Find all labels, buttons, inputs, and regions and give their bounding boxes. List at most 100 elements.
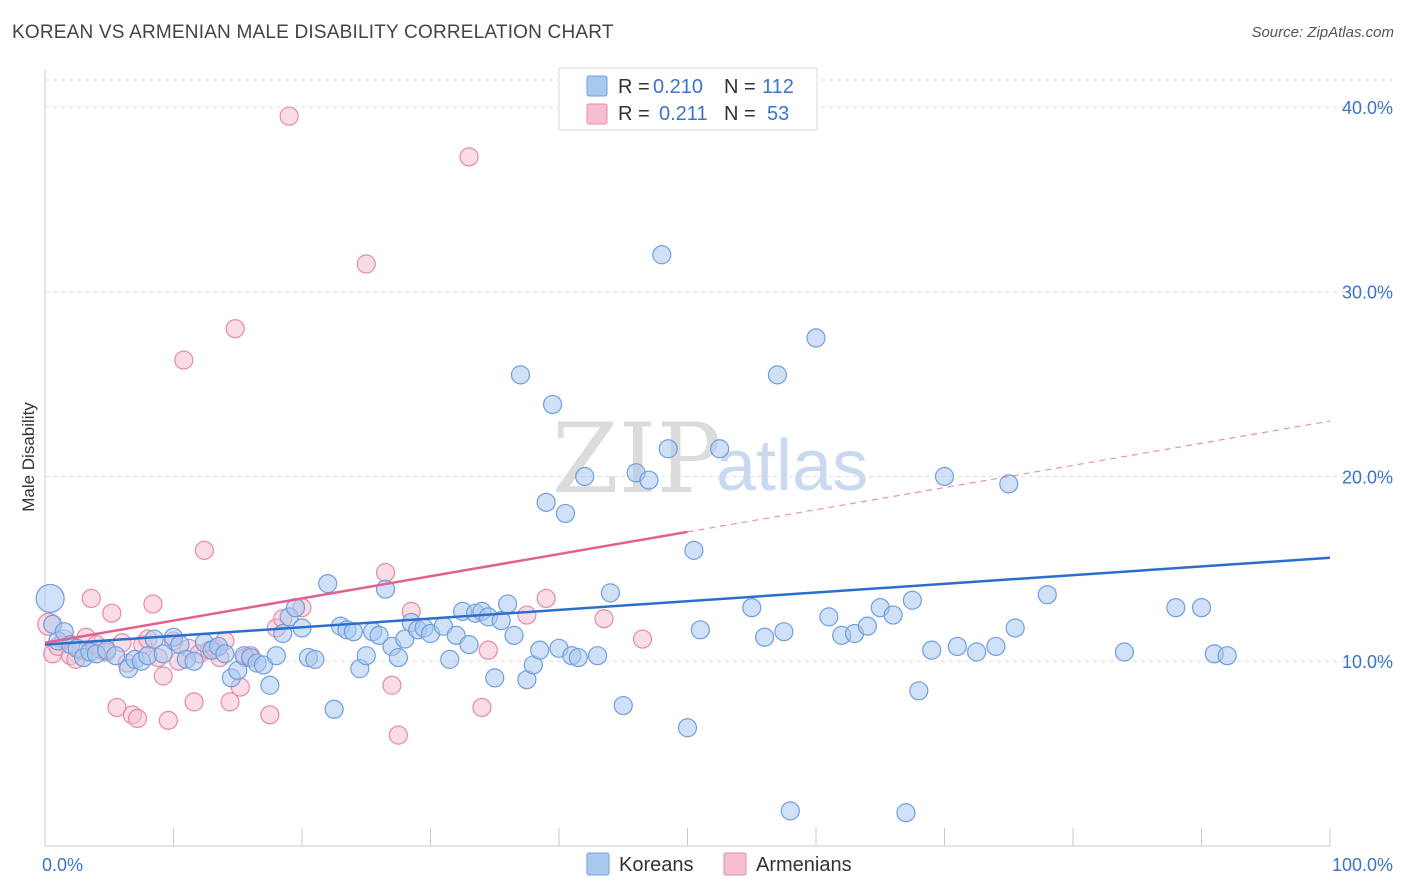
korean-point (986, 636, 1006, 657)
korean-point (967, 642, 987, 662)
armenian-n-label: N = (724, 103, 756, 125)
korean-point (1217, 646, 1237, 666)
korean-point (388, 647, 408, 668)
armenian-point (220, 692, 240, 712)
korean-point (780, 801, 800, 821)
x-tick-label-min: 0.0% (42, 855, 83, 875)
armenian-point (260, 705, 280, 725)
korean-point (819, 607, 839, 627)
korean-point (459, 635, 479, 655)
korean-point (1166, 598, 1186, 618)
armenian-trend-extension (687, 420, 1331, 533)
korean-point (446, 625, 466, 645)
legend-armenian-swatch (723, 852, 747, 876)
legend-armenian-label: Armenians (756, 854, 852, 876)
korean-point (555, 503, 576, 524)
korean-point (883, 605, 903, 625)
korean-point (754, 627, 775, 647)
korean-point (35, 583, 65, 614)
korean-point (857, 616, 878, 636)
korean-r-value: 0.210 (653, 76, 703, 98)
grid-lines (45, 79, 1392, 662)
korean-point (530, 640, 550, 660)
korean-r-label: R = (618, 76, 650, 98)
korean-point (305, 649, 325, 669)
korean-point (806, 328, 826, 348)
armenian-point (225, 319, 245, 339)
korean-point (1005, 618, 1025, 638)
korean-point (575, 466, 595, 487)
armenian-r-label: R = (618, 103, 650, 125)
armenian-point (356, 254, 376, 274)
korean-point (568, 647, 588, 668)
korean-point (153, 644, 173, 664)
armenian-point (174, 350, 194, 370)
korean-point (184, 651, 204, 671)
x-tick-label-max: 100.0% (1332, 855, 1393, 875)
armenian-point (143, 594, 163, 614)
korean-point (767, 365, 788, 385)
legend-korean-label: Koreans (619, 854, 694, 876)
korean-point (600, 583, 621, 603)
korean-point (677, 718, 698, 738)
armenian-point (517, 605, 537, 625)
korean-point (902, 590, 922, 610)
korean-point (909, 681, 929, 701)
korean-point (106, 646, 126, 666)
korean-point (356, 646, 376, 666)
source-label: Source: ZipAtlas.com (1251, 24, 1394, 41)
korean-point (947, 636, 967, 657)
armenian-r-value: 0.211 (659, 103, 708, 125)
y-tick-label: 10.0% (1342, 652, 1393, 672)
korean-point (324, 699, 344, 719)
armenian-n-value: 53 (767, 103, 789, 125)
korean-point (1114, 642, 1135, 662)
armenian-point (632, 629, 653, 649)
y-tick-label: 20.0% (1342, 467, 1393, 487)
korean-swatch (586, 75, 608, 97)
armenian-point (478, 640, 498, 660)
korean-point (536, 492, 556, 512)
armenian-point (81, 588, 101, 609)
y-tick-label: 40.0% (1342, 98, 1393, 118)
axes (44, 70, 1331, 847)
armenian-point (107, 697, 127, 718)
korean-n-value: 112 (762, 76, 794, 98)
series-legend: Koreans Armenians (586, 852, 852, 876)
chart-title: KOREAN VS ARMENIAN MALE DISABILITY CORRE… (12, 22, 614, 43)
armenian-point (536, 588, 556, 609)
korean-point (369, 625, 389, 645)
korean-point (690, 620, 710, 640)
korean-point (742, 598, 762, 618)
korean-point (934, 466, 955, 487)
korean-point (440, 649, 460, 669)
korean-point (266, 646, 286, 666)
korean-points (35, 245, 1237, 823)
korean-point (652, 245, 672, 265)
korean-point (510, 365, 531, 385)
korean-point (498, 594, 518, 614)
korean-point (896, 803, 916, 823)
y-axis-title: Male Disability (19, 402, 38, 512)
korean-point (395, 629, 415, 649)
armenian-point (459, 147, 479, 167)
armenian-point (102, 603, 122, 623)
korean-point (774, 622, 794, 642)
armenian-point (158, 710, 178, 730)
trend-lines (44, 420, 1331, 646)
korean-point (1191, 598, 1212, 618)
korean-trend-line (44, 556, 1331, 646)
armenian-point (194, 540, 214, 560)
stats-legend: R = 0.210 N = 112 R = 0.211 N = 53 (558, 67, 818, 131)
korean-point (491, 610, 511, 631)
watermark-zip: ZIP (552, 403, 721, 515)
korean-point (504, 625, 524, 645)
armenian-point (594, 609, 614, 629)
y-tick-label: 30.0% (1342, 283, 1393, 303)
armenian-point (153, 666, 173, 686)
korean-point (710, 439, 730, 459)
korean-point (639, 470, 659, 490)
korean-point (587, 646, 608, 666)
korean-point (318, 574, 338, 594)
korean-point (215, 644, 235, 664)
